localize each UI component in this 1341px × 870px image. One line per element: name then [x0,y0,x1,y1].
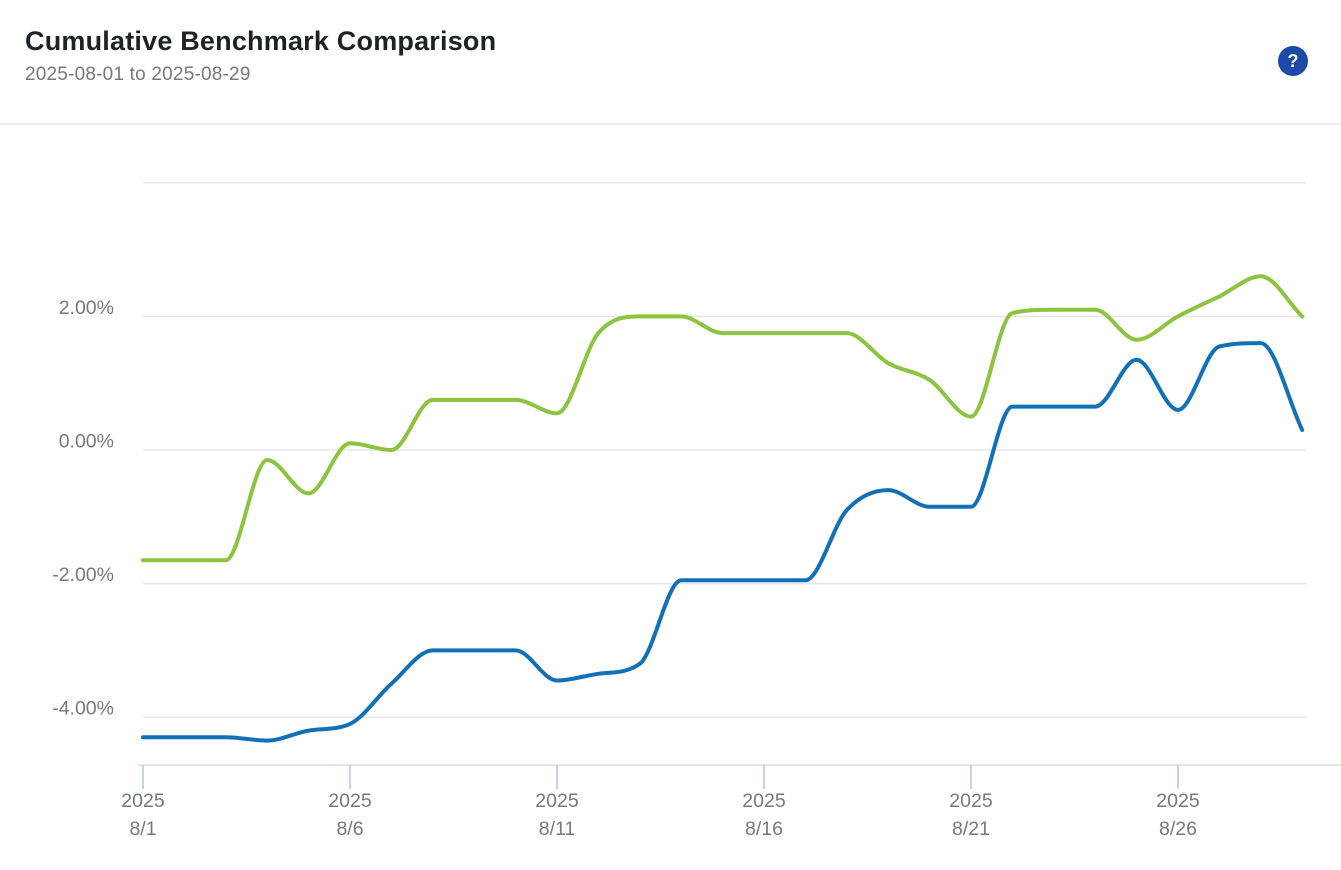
x-axis-label-date: 8/26 [1159,818,1197,840]
y-axis-label: 0.00% [59,431,114,453]
green-series-line [141,274,1305,563]
x-axis-label-year: 2025 [742,790,786,812]
cumulative-benchmark-chart[interactable]: 2.00% 0.00% -2.00% -4.00% 2025 8/1 2025 8/6 2025… [0,127,1341,865]
x-axis-label-date: 8/6 [336,818,363,840]
x-axis-label-date: 8/16 [745,818,783,840]
x-axis-label-year: 2025 [949,790,993,812]
help-button[interactable]: ? [1278,46,1308,76]
y-axis-label: 2.00% [59,297,114,319]
question-mark-icon: ? [1287,51,1299,71]
x-axis-label-year: 2025 [535,790,579,812]
y-axis-label: -2.00% [52,564,114,586]
x-axis-label-year: 2025 [1156,790,1200,812]
blue-series-line [141,341,1305,743]
y-axis-label: -4.00% [52,698,114,720]
x-axis-label-date: 8/21 [952,818,990,840]
chart-canvas: 2.00% 0.00% -2.00% -4.00% 2025 8/1 2025 8/6 2025… [52,182,1341,840]
x-axis-label-date: 8/1 [129,818,156,840]
x-axis-label-date: 8/11 [539,818,576,840]
chart-title: Cumulative Benchmark Comparison [25,26,497,56]
chart-header: Cumulative Benchmark Comparison 2025-08-… [0,0,1341,125]
x-axis-label-year: 2025 [328,790,372,812]
x-axis-label-year: 2025 [121,790,165,812]
chart-subtitle-date-range: 2025-08-01 to 2025-08-29 [25,64,251,85]
